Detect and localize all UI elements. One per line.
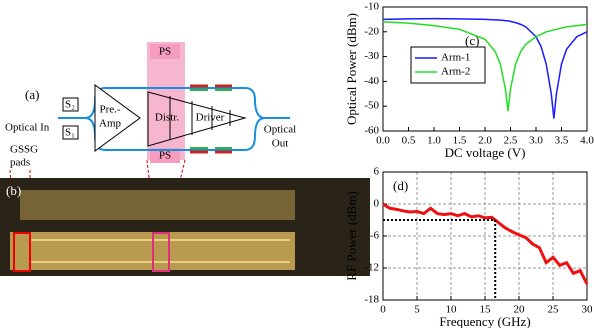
x-tick-label: 20 [514, 304, 526, 316]
label: Amp [99, 118, 122, 130]
y-tick-label: -30 [364, 50, 379, 62]
electrode [190, 89, 232, 149]
photo: (b) [0, 178, 370, 276]
chip-region [20, 190, 295, 220]
panel-label: (b) [6, 183, 21, 198]
x-tick-label: 3.0 [529, 135, 543, 147]
label: pads [10, 157, 30, 169]
x-tick-label: 3.5 [555, 135, 569, 147]
x-axis-label: Frequency (GHz) [439, 314, 530, 328]
x-tick-label: 25 [548, 304, 560, 316]
x-tick-label: 15 [480, 304, 492, 316]
label: Distr. [155, 112, 179, 124]
ps-box [150, 44, 180, 59]
s-box [62, 125, 79, 140]
electrode-lines [30, 239, 290, 263]
plot-frame [382, 6, 588, 132]
x-tick-label: 4.0 [580, 135, 594, 147]
series-line [382, 17, 588, 119]
y-axis-label: RF Power (dBm) [344, 191, 359, 281]
x-tick-label: 5 [414, 304, 420, 316]
x-tick-label: 1.0 [427, 135, 441, 147]
diagram: S₂ S₁ (a) Optical In Pre.- Amp Distr. Dr… [5, 42, 296, 231]
preamp [94, 84, 141, 152]
electrode [190, 84, 232, 154]
series-line [382, 21, 588, 112]
x-axis-label: DC voltage (V) [445, 145, 526, 160]
label: Pre.- [99, 104, 120, 116]
y-tick-label: -12 [364, 262, 379, 274]
driver-taps [169, 96, 231, 140]
ps-region [147, 42, 185, 160]
highlight [152, 232, 170, 272]
y-tick-label: -10 [364, 1, 379, 13]
y-tick-label: 6 [374, 166, 380, 178]
panel-label: (a) [25, 87, 39, 102]
legend-label: Arm-1 [441, 52, 470, 64]
waveguide [58, 87, 290, 151]
y-tick-label: -20 [364, 25, 379, 37]
x-tick-label: 2.5 [504, 135, 518, 147]
plot-frame [382, 171, 588, 301]
label: Optical [264, 124, 296, 136]
ps-box [150, 148, 180, 163]
legend-label: Arm-2 [441, 66, 470, 78]
y-tick-label: 0 [374, 198, 380, 210]
legend-box [410, 46, 486, 84]
y-tick-label: -18 [364, 294, 379, 306]
label: GSSG [10, 144, 38, 156]
label: PS [159, 150, 171, 162]
series-line [382, 202, 589, 285]
y-axis-label: Optical Power (dBm) [344, 13, 359, 125]
label: Optical In [5, 122, 50, 134]
driver [147, 91, 247, 147]
s-box [62, 97, 79, 112]
x-tick-label: 10 [446, 304, 458, 316]
x-tick-label: 0.0 [376, 135, 390, 147]
x-tick-label: 2.0 [478, 135, 492, 147]
label: PS [159, 46, 171, 58]
x-tick-label: 0.5 [402, 135, 416, 147]
x-tick-label: 0 [380, 304, 386, 316]
y-tick-label: -40 [364, 75, 379, 87]
y-tick-label: -6 [370, 230, 380, 242]
x-tick-label: 1.5 [453, 135, 467, 147]
y-tick-label: -60 [364, 125, 379, 137]
label: S₁ [65, 127, 75, 139]
label: S₂ [65, 99, 75, 111]
y-tick-label: -50 [364, 100, 379, 112]
panel-label: (d) [393, 178, 408, 193]
label: Driver [196, 112, 225, 124]
highlight [13, 232, 31, 272]
x-tick-label: 30 [582, 304, 594, 316]
panel-label: (c) [465, 33, 479, 48]
label: Out [272, 138, 289, 150]
